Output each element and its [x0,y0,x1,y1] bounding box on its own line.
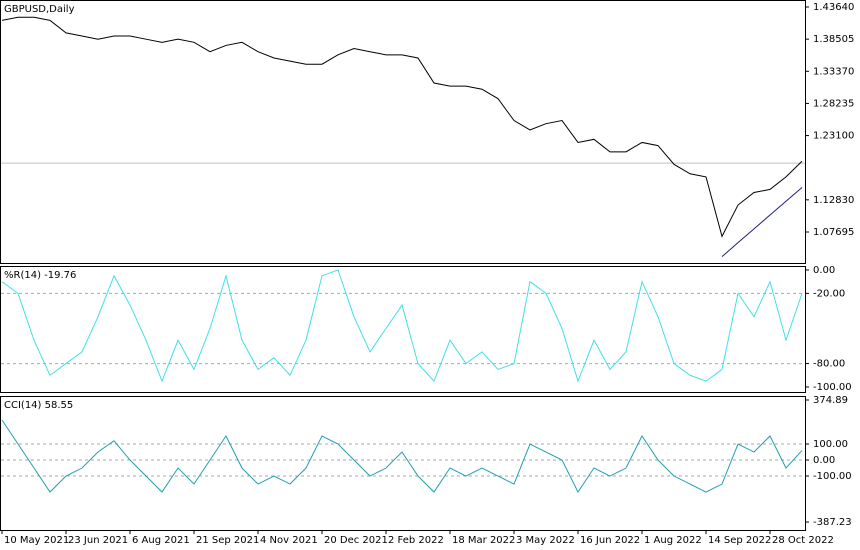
y-tick-label: -20.00 [813,288,845,299]
y-tick-label: 0.00 [813,455,835,466]
wpr-pane [0,266,806,393]
y-tick-label: 1.43640 [813,2,854,13]
x-tick-label: 20 Dec 2021 [324,535,388,546]
x-tick-label: 6 Aug 2021 [132,535,190,546]
y-tick-label: 1.12830 [813,195,854,206]
series-line [1,269,803,383]
price-pane [0,0,806,264]
x-tick-label: 3 May 2022 [516,535,575,546]
y-tick-label: -100.00 [813,471,852,482]
y-tick-label: 100.00 [813,439,848,450]
x-tick-label: 23 Jun 2021 [68,535,128,546]
y-tick-label: 1.33370 [813,66,854,77]
x-tick-label: 28 Oct 2022 [772,535,834,546]
series-line [1,16,803,238]
chart-title: GBPUSD,Daily [4,4,75,15]
cci-title: CCI(14) 58.55 [4,400,73,411]
y-tick-label: -387.23 [813,517,852,528]
x-tick-label: 16 Jun 2022 [580,535,640,546]
x-tick-label: 10 May 2021 [4,535,69,546]
y-tick-label: 374.89 [813,395,848,406]
y-tick-label: -80.00 [813,359,845,370]
x-tick-label: 4 Nov 2021 [260,535,318,546]
x-tick-label: 14 Sep 2022 [708,535,771,546]
y-tick-label: 1.28235 [813,98,854,109]
wpr-title: %R(14) -19.76 [4,270,76,281]
y-tick-label: 1.23100 [813,131,854,142]
x-tick-label: 21 Sep 2021 [196,535,259,546]
x-tick-label: 1 Aug 2022 [644,535,702,546]
series-line [1,419,803,494]
trend-line [721,187,803,258]
x-tick-label: 2 Feb 2022 [388,535,444,546]
y-tick-label: 0.00 [813,265,835,276]
cci-pane [0,396,806,531]
y-tick-label: 1.07695 [813,227,854,238]
y-tick-label: 1.38505 [813,34,854,45]
y-tick-label: -100.00 [813,382,852,393]
x-tick-label: 18 Mar 2022 [452,535,515,546]
